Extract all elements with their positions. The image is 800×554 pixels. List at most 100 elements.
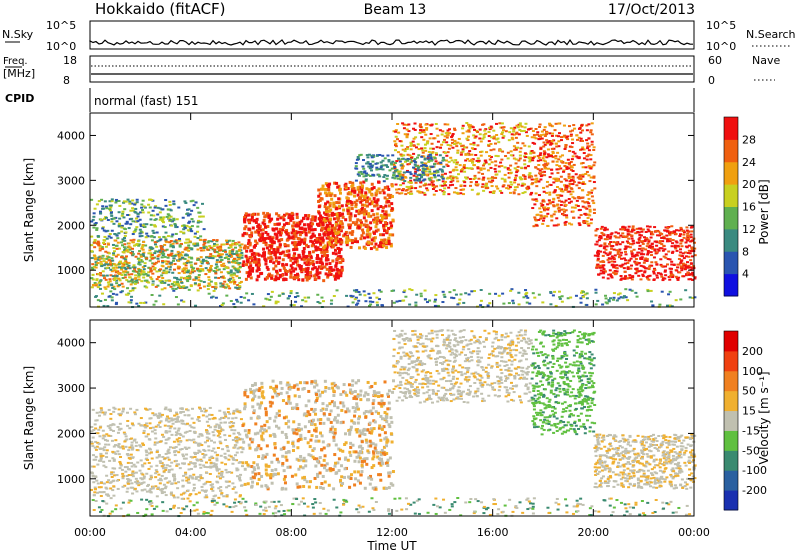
power-data-point (252, 260, 256, 264)
power-data-point (159, 238, 163, 241)
velocity-data-point (205, 415, 209, 418)
power-data-point (293, 252, 297, 256)
power-data-point (693, 247, 697, 250)
nsky-trace (89, 39, 694, 46)
power-data-point (122, 216, 126, 219)
power-data-point (379, 241, 383, 245)
power-data-point (229, 299, 233, 302)
power-data-point (417, 165, 421, 168)
power-data-point (585, 200, 589, 203)
power-data-point (349, 294, 353, 297)
power-data-point (401, 188, 405, 191)
power-data-point (337, 271, 341, 275)
power-data-point (509, 181, 513, 184)
power-data-point (154, 205, 158, 208)
power-data-point (542, 164, 546, 167)
velocity-data-point (184, 423, 188, 426)
power-data-point (156, 213, 160, 216)
power-data-point (280, 238, 284, 242)
power-data-point (254, 252, 258, 256)
power-data-point (317, 248, 321, 252)
power-data-point (91, 284, 95, 287)
power-data-point (377, 289, 381, 292)
power-data-point (393, 166, 397, 169)
power-data-point (135, 226, 139, 229)
power-data-point (298, 233, 302, 237)
power-data-point (635, 269, 639, 272)
power-data-point (162, 269, 166, 272)
power-data-point (165, 270, 169, 273)
power-data-point (479, 151, 483, 154)
power-data-point (451, 183, 455, 186)
power-data-point (276, 217, 280, 221)
power-data-point (105, 255, 109, 258)
power-data-point (323, 219, 327, 223)
power-data-point (174, 283, 178, 286)
power-data-point (569, 130, 573, 133)
power-data-point (317, 217, 321, 221)
power-data-point (688, 296, 692, 299)
power-data-point (185, 275, 189, 278)
power-data-point (262, 254, 266, 258)
power-data-point (282, 266, 286, 270)
power-data-point (680, 238, 684, 241)
power-data-point (455, 169, 459, 172)
power-data-point (641, 242, 645, 245)
power-data-point (318, 302, 322, 305)
power-data-point (279, 252, 283, 256)
power-data-point (559, 139, 563, 142)
power-data-point (230, 250, 234, 253)
power-data-point (369, 303, 373, 306)
power-data-point (169, 254, 173, 257)
power-data-point (538, 207, 542, 210)
power-data-point (181, 216, 185, 219)
power-data-point (366, 196, 370, 200)
power-data-point (517, 133, 521, 136)
power-data-point (629, 257, 633, 260)
power-data-point (419, 191, 423, 194)
power-data-point (173, 263, 177, 266)
power-data-point (234, 246, 238, 249)
power-data-point (282, 278, 286, 282)
power-data-point (494, 164, 498, 167)
power-data-point (91, 278, 95, 281)
power-data-point (215, 269, 219, 272)
power-data-point (414, 146, 418, 149)
power-data-point (408, 303, 412, 306)
power-data-point (360, 203, 364, 207)
power-data-point (354, 237, 358, 241)
power-data-point (508, 168, 512, 171)
power-data-point (431, 180, 435, 183)
power-data-point (664, 265, 668, 268)
power-data-point (105, 237, 109, 240)
power-data-point (178, 286, 182, 289)
power-data-point (546, 225, 550, 228)
power-data-point (111, 267, 115, 270)
power-data-point (362, 223, 366, 227)
power-data-point (641, 273, 645, 276)
power-data-point (582, 220, 586, 223)
power-data-point (387, 213, 391, 217)
power-data-point (377, 168, 381, 171)
power-data-point (349, 223, 353, 227)
power-data-point (332, 268, 336, 272)
power-data-point (668, 258, 672, 261)
power-data-point (310, 234, 314, 238)
power-data-point (477, 159, 481, 162)
power-data-point (326, 232, 330, 236)
power-data-point (131, 289, 135, 292)
power-data-point (117, 263, 121, 266)
velocity-data-point (175, 438, 179, 441)
power-data-point (497, 294, 501, 297)
power-data-point (615, 249, 619, 252)
power-data-point (640, 230, 644, 233)
velocity-data-point (235, 459, 239, 462)
power-data-point (492, 135, 496, 138)
power-data-point (247, 239, 251, 243)
power-data-point (107, 252, 111, 255)
power-data-point (334, 222, 338, 226)
power-data-point (619, 251, 623, 254)
power-data-point (155, 245, 159, 248)
power-data-point (428, 299, 432, 302)
power-data-point (652, 270, 656, 273)
